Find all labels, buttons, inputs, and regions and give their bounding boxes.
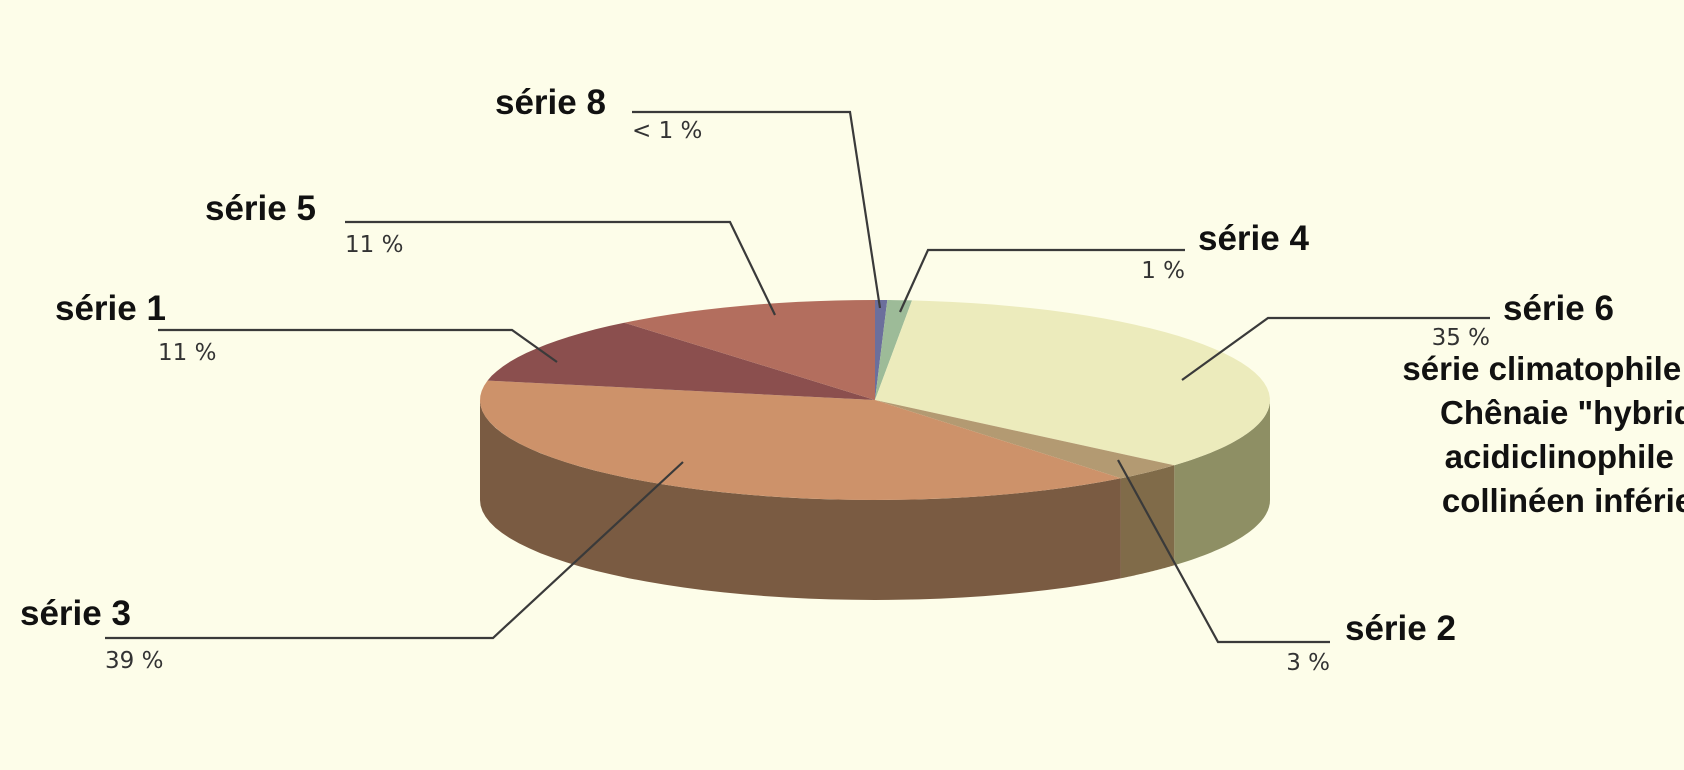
pie-slice-s4 [875, 300, 912, 400]
pie-side-s3 [480, 400, 1121, 600]
slice-name-s3: série 3 [20, 594, 131, 633]
slice-value-label-s4: 1 % [1141, 258, 1185, 284]
leader-line-s1 [158, 328, 558, 363]
leader-line-s6 [1181, 316, 1490, 381]
slice-value-label-s8: < 1 % [632, 118, 702, 144]
leader-line-s5 [345, 220, 776, 316]
pie-slice-s1 [487, 322, 875, 400]
slice-name-s2: série 2 [1345, 609, 1456, 648]
slice-value-label-s5: 11 % [345, 232, 403, 258]
slice-name-s4: série 4 [1198, 219, 1309, 258]
slice-value-label-s2: 3 % [1286, 650, 1330, 676]
slice-name-s5: série 5 [205, 189, 316, 228]
slice-name-s1: série 1 [55, 289, 166, 328]
pie-side-s2 [1120, 465, 1175, 579]
pie-sides [480, 400, 1270, 600]
pie-side-s6 [1174, 400, 1270, 566]
leader-line-s3 [105, 461, 684, 640]
slice-value-label-s3: 39 % [105, 648, 163, 674]
pie-slice-s8 [875, 300, 888, 400]
leader-line-s4 [898, 248, 1185, 313]
pie-slice-s3 [480, 380, 1121, 500]
leader-line-s2 [1117, 459, 1330, 644]
slice-description-line: collinéen inférieur [1442, 482, 1684, 519]
slice-description-line: Chênaie "hybride" [1440, 394, 1684, 431]
pie-slice-s2 [875, 400, 1175, 479]
slice-value-label-s6: 35 % [1432, 325, 1490, 351]
leader-line-s8 [632, 110, 882, 309]
slice-labels: série 8 < 1 % série 5 11 % série 1 11 % série … [20, 83, 1684, 676]
pie-slices [480, 300, 1270, 500]
slice-name-s6: série 6 [1503, 289, 1614, 328]
leader-lines [105, 110, 1490, 644]
pie-slice-s6 [875, 300, 1270, 466]
slice-name-s8: série 8 [495, 83, 606, 122]
slice-description-line: série climatophile de la [1402, 350, 1684, 387]
slice-value-label-s1: 11 % [158, 340, 216, 366]
pie-slice-s5 [624, 300, 875, 400]
slice-description-line: acidiclinophile du [1445, 438, 1684, 475]
